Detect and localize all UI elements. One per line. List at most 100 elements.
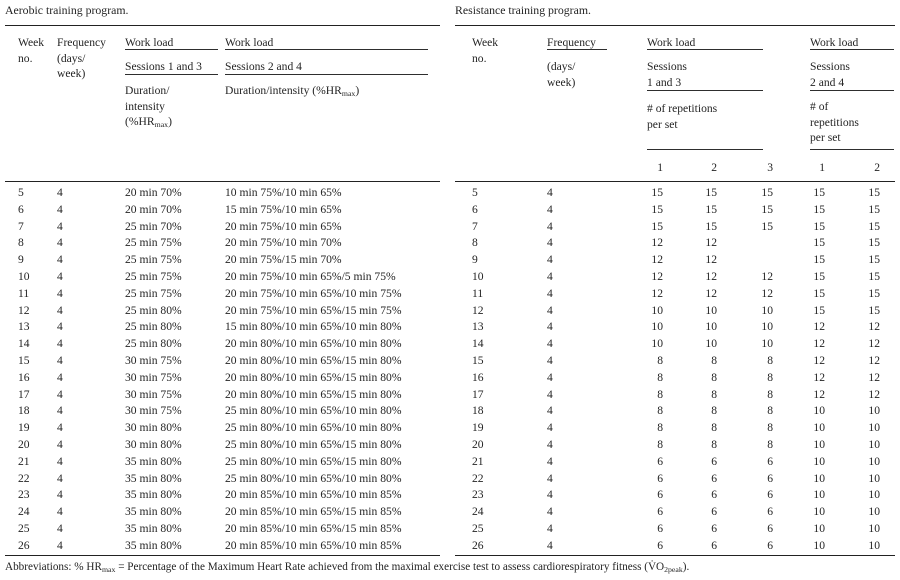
- cell: 6: [711, 488, 717, 502]
- cell: 10: [813, 538, 825, 552]
- resistance-header-workload-1: Work load Sessions 1 and 3 # of repetiti…: [647, 26, 773, 176]
- cell: 15: [18, 353, 30, 367]
- cell: 10: [813, 505, 825, 519]
- cell: 4: [547, 202, 553, 216]
- cell: 20 min 80%/10 min 65%/15 min 80%: [225, 370, 402, 384]
- cell: 35 min 80%: [125, 521, 182, 535]
- cell: 15: [761, 219, 773, 233]
- cell: 12: [705, 269, 717, 283]
- cell: 15: [705, 219, 717, 233]
- cell: 6: [767, 471, 773, 485]
- cell: 19: [18, 421, 30, 435]
- cell: 21: [472, 454, 484, 468]
- cell: 4: [547, 437, 553, 451]
- cell: 4: [547, 370, 553, 384]
- cell: 8: [657, 404, 663, 418]
- cell: 30 min 75%: [125, 387, 182, 401]
- table-row: 16 4 8 8 8 12 12: [455, 370, 895, 387]
- cell: 8: [711, 353, 717, 367]
- cell: 17: [18, 387, 30, 401]
- table-row: 7 4 15 15 15 15 15: [455, 219, 895, 236]
- cell: 8: [711, 387, 717, 401]
- cell: 26: [472, 538, 484, 552]
- table-row: 7 4 25 min 70% 20 min 75%/10 min 65%: [5, 219, 440, 236]
- table-row: 6 4 15 15 15 15 15: [455, 202, 895, 219]
- cell: 6: [711, 505, 717, 519]
- cell: 12: [651, 286, 663, 300]
- cell: 4: [57, 253, 63, 267]
- workload-label: Work load: [225, 26, 428, 50]
- cell: 16: [18, 370, 30, 384]
- cell: 4: [547, 303, 553, 317]
- cell: 15: [813, 303, 825, 317]
- cell: 20 min 85%/10 min 65%/10 min 85%: [225, 538, 402, 552]
- cell: 11: [472, 286, 484, 300]
- table-row: 11 4 12 12 12 15 15: [455, 286, 895, 303]
- week-label-line1: Week: [18, 36, 45, 49]
- cell: 14: [472, 337, 484, 351]
- cell: 5: [472, 186, 478, 199]
- frequency-unit-line1: (days/: [547, 60, 576, 73]
- cell: 4: [547, 421, 553, 435]
- sessions-1-3-label: Sessions 1 and 3: [647, 50, 763, 91]
- cell: 8: [657, 353, 663, 367]
- cell: 4: [547, 538, 553, 552]
- cell: 10: [705, 337, 717, 351]
- workload-label: Work load: [647, 26, 763, 50]
- cell: 10: [813, 488, 825, 502]
- cell: 20 min 80%/10 min 65%/15 min 80%: [225, 387, 402, 401]
- frequency-label: Frequency: [547, 26, 607, 50]
- set-number-headers-1: 1 2 3: [647, 150, 773, 176]
- cell: [717, 235, 773, 252]
- cell: 25 min 75%: [125, 269, 182, 283]
- cell: 4: [57, 404, 63, 418]
- table-row: 14 4 10 10 10 12 12: [455, 336, 895, 353]
- abbreviations-footnote: Abbreviations: % HRmax = Percentage of t…: [5, 560, 690, 574]
- cell: 25 min 80%/10 min 65%/10 min 80%: [225, 404, 402, 418]
- cell: 6: [767, 521, 773, 535]
- cell: 20 min 75%/10 min 65%/5 min 75%: [225, 269, 396, 283]
- cell: 9: [472, 253, 478, 267]
- cell: 10: [761, 303, 773, 317]
- cell: 4: [57, 269, 63, 283]
- workload-label: Work load: [125, 26, 218, 50]
- cell: 25: [18, 521, 30, 535]
- cell: 6: [657, 505, 663, 519]
- duration-intensity-label: Duration/intensity (%HRmax): [225, 84, 360, 98]
- hr-max-subscript: max: [154, 120, 169, 129]
- cell: 10: [868, 538, 880, 552]
- aerobic-header-workload-1: Work load Sessions 1 and 3 Duration/ int…: [125, 26, 218, 130]
- cell: 4: [57, 521, 63, 535]
- cell: 13: [472, 320, 484, 334]
- cell: 4: [547, 488, 553, 502]
- cell: 4: [57, 505, 63, 519]
- cell: 12: [705, 253, 717, 267]
- table-row: 9 4 12 12 15 15: [455, 252, 895, 269]
- table-row: 21 4 35 min 80% 25 min 80%/10 min 65%/15 mi…: [5, 454, 440, 471]
- table-row: 5 4 15 15 15 15 15: [455, 185, 895, 202]
- cell: 25 min 75%: [125, 236, 182, 250]
- table-row: 19 4 30 min 80% 25 min 80%/10 min 65%/10 mi…: [5, 420, 440, 437]
- cell: 12: [705, 236, 717, 250]
- table-row: 16 4 30 min 75% 20 min 80%/10 min 65%/15 mi…: [5, 370, 440, 387]
- cell: 15: [868, 286, 880, 300]
- tables-container: Aerobic training program. Week no. Frequ…: [5, 3, 895, 556]
- cell: 6: [711, 454, 717, 468]
- cell: 12: [868, 320, 880, 334]
- table-row: 5 4 20 min 70% 10 min 75%/10 min 65%: [5, 185, 440, 202]
- table-row: 11 4 25 min 75% 20 min 75%/10 min 65%/10 mi…: [5, 286, 440, 303]
- set-number-headers-2: 1 2: [810, 150, 894, 176]
- cell: 20 min 75%/10 min 70%: [225, 236, 342, 250]
- cell: 6: [657, 521, 663, 535]
- week-label-line2: no.: [472, 51, 487, 65]
- cell: 6: [767, 488, 773, 502]
- cell: 20 min 85%/10 min 65%/15 min 85%: [225, 505, 402, 519]
- cell: 12: [651, 253, 663, 267]
- cell: 6: [657, 454, 663, 468]
- cell: 35 min 80%: [125, 471, 182, 485]
- cell: 17: [472, 387, 484, 401]
- cell: 18: [472, 404, 484, 418]
- aerobic-table-header: Week no. Frequency (days/ week) Work loa…: [5, 25, 440, 182]
- table-row: 12 4 10 10 10 15 15: [455, 303, 895, 320]
